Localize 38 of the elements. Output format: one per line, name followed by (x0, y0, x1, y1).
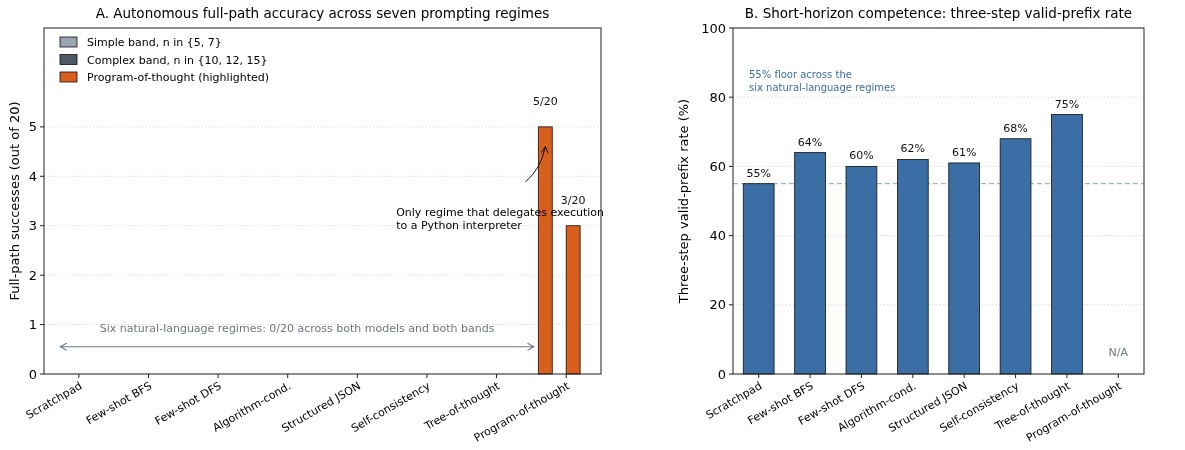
bar (794, 152, 826, 375)
y-tick-label: 0 (717, 366, 726, 382)
annotation: 55% floor across the six natural-language regimes (749, 69, 896, 93)
y-tick-label: 1 (28, 317, 37, 333)
legend-label: Complex band, n in {10, 12, 15} (87, 53, 268, 67)
chart-title: B. Short-horizon competence: three-step valid-prefix rate (744, 5, 1133, 21)
text: N/A (1108, 346, 1129, 359)
legend-label: Program-of-thought (highlighted) (87, 71, 269, 84)
bar (948, 162, 980, 375)
y-tick-label: 2 (28, 267, 37, 283)
bar (999, 138, 1032, 375)
annotation: Six natural-language regimes: 0/20 across both models and both bands (99, 321, 495, 335)
bar (742, 183, 775, 375)
data-label: 62% (900, 142, 926, 156)
data-label: 5/20 (532, 94, 558, 108)
y-tick-label: 3 (28, 218, 37, 234)
y-axis-title: Three-step valid-prefix rate (%) (676, 98, 691, 305)
data-label: 3/20 (560, 193, 586, 207)
bar (1051, 114, 1083, 375)
chart-title: A. Autonomous full-path accuracy across seven prompting regimes (95, 5, 550, 21)
data-label: 68% (1003, 121, 1028, 135)
y-tick-label: 60 (709, 158, 726, 174)
y-axis-title: Full-path successes (out of 20) (7, 101, 22, 301)
y-tick-label: 20 (709, 297, 726, 313)
data-label: 60% (849, 149, 874, 163)
y-tick-label: 4 (28, 168, 37, 184)
y-tick-label: 80 (709, 89, 726, 105)
y-tick-label: 0 (28, 366, 37, 382)
data-label: 64% (797, 135, 823, 149)
bar (897, 159, 929, 375)
bar (845, 166, 878, 375)
y-tick-label: 5 (28, 119, 37, 135)
y-tick-label: 40 (709, 228, 726, 244)
data-label: 55% (746, 166, 771, 180)
y-tick-label: 100 (701, 20, 726, 36)
data-label: 75% (1054, 97, 1080, 111)
legend-label: Simple band, n in {5, 7} (87, 36, 222, 49)
data-label: 61% (951, 145, 977, 159)
